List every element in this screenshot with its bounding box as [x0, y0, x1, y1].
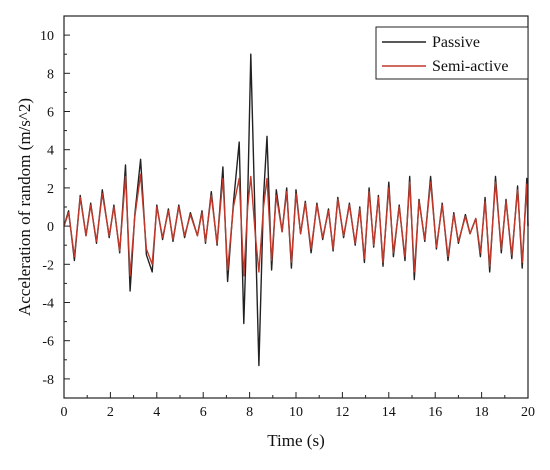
y-tick-label: -6 [42, 335, 54, 350]
x-axis: 0 2 4 6 8 10 12 14 16 18 20 [61, 392, 535, 420]
y-tick-label: 8 [47, 67, 54, 82]
y-tick-label: -2 [42, 258, 54, 273]
legend-box [375, 26, 529, 80]
plot-series-group [63, 53, 529, 367]
x-tick-label: 6 [200, 405, 207, 420]
legend-label-passive: Passive [432, 34, 480, 51]
x-tick-label: 0 [61, 405, 68, 420]
x-tick-label: 8 [246, 405, 253, 420]
y-tick-label: 0 [47, 220, 54, 235]
y-tick-label: 2 [47, 182, 54, 197]
y-tick-label: -8 [42, 373, 54, 388]
legend-label-semi-active: Semi-active [432, 58, 508, 75]
x-tick-label: 16 [428, 405, 442, 420]
y-axis: -8 -6 -4 -2 0 2 4 6 8 10 [40, 15, 70, 399]
y-tick-label: -4 [42, 297, 54, 312]
y-tick-label: 4 [47, 144, 54, 159]
legend: Passive Semi-active [375, 26, 529, 80]
series-line-semi-active [63, 173, 529, 277]
x-axis-title: Time (s) [267, 431, 324, 450]
y-tick-label: 10 [40, 29, 54, 44]
x-tick-label: 12 [335, 405, 349, 420]
series-line-passive [63, 53, 529, 367]
x-tick-label: 10 [289, 405, 303, 420]
x-tick-label: 4 [153, 405, 160, 420]
x-tick-label: 14 [382, 405, 396, 420]
x-tick-label: 20 [521, 405, 535, 420]
y-axis-title: Acceleration of random (m/s^2) [15, 98, 34, 316]
x-tick-label: 2 [107, 405, 114, 420]
x-tick-label: 18 [475, 405, 489, 420]
y-tick-label: 6 [47, 106, 54, 121]
